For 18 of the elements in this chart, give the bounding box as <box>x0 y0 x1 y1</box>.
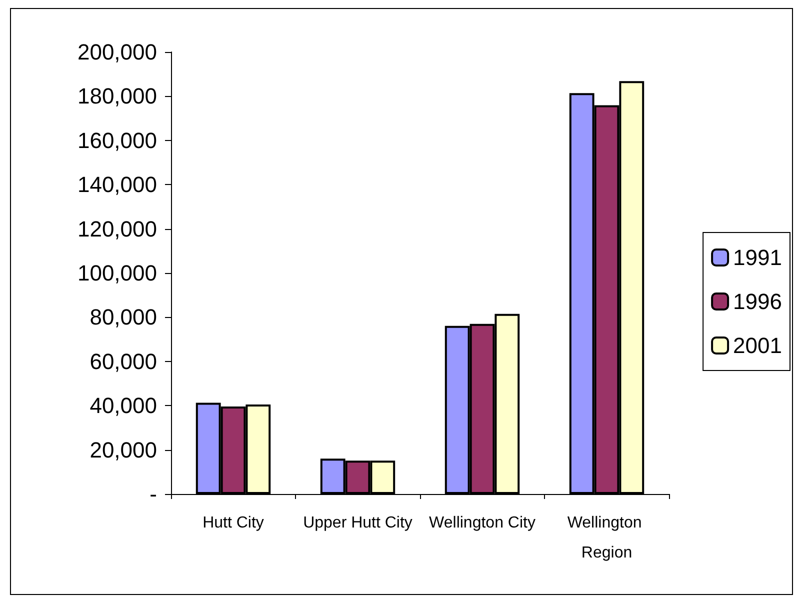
legend-label: 1991 <box>733 245 782 270</box>
y-tick-label: 40,000 <box>90 393 157 418</box>
y-tick-label: 160,000 <box>77 128 157 153</box>
x-tick-label: Wellington City <box>429 514 536 532</box>
y-tick-label: - <box>150 482 157 506</box>
y-tick-label: 200,000 <box>77 40 157 64</box>
x-tick-label: Upper Hutt City <box>303 514 412 532</box>
x-tick-label: Wellington Region <box>567 514 646 562</box>
y-tick-label: 120,000 <box>77 216 157 242</box>
legend-label: 1996 <box>733 289 782 314</box>
y-tick-label: 180,000 <box>77 84 157 109</box>
y-tick-label: 60,000 <box>90 348 157 374</box>
y-tick-label: 80,000 <box>90 304 157 330</box>
y-tick-label: 140,000 <box>77 172 157 198</box>
x-tick-label: Hutt City <box>202 514 264 532</box>
y-tick-label: 20,000 <box>90 437 157 462</box>
y-tick-label: 100,000 <box>77 260 157 286</box>
legend-label: 2001 <box>733 333 782 358</box>
